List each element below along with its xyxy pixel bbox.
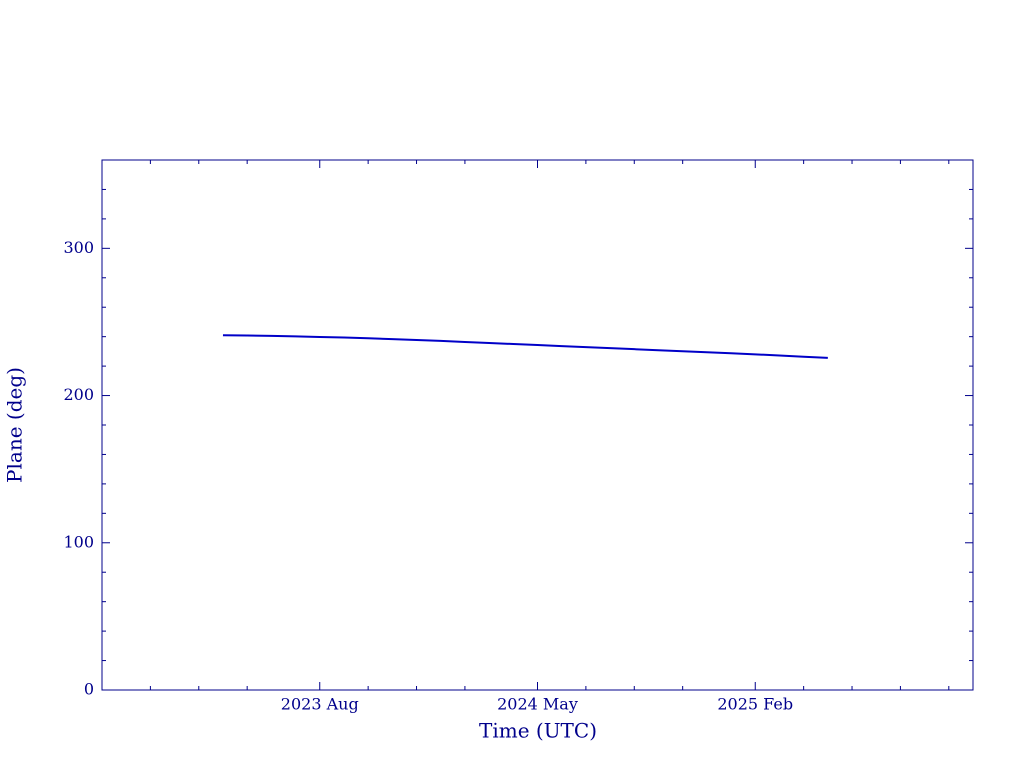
y-tick-label: 200 xyxy=(63,385,94,404)
data-line xyxy=(222,334,828,359)
x-tick-label: 2025 Feb xyxy=(717,695,793,714)
x-tick-label: 2023 Aug xyxy=(281,695,359,714)
plot-frame xyxy=(101,159,974,691)
y-tick-label: 300 xyxy=(63,238,94,257)
y-tick-label: 0 xyxy=(84,680,94,699)
y-axis-label: Plane (deg) xyxy=(3,367,27,483)
x-axis-label: Time (UTC) xyxy=(479,719,597,743)
x-tick-label: 2024 May xyxy=(497,695,578,714)
y-tick-label: 100 xyxy=(63,532,94,551)
